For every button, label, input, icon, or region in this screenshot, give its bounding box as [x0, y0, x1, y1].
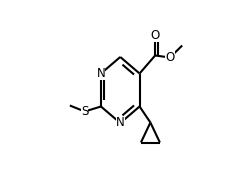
- Text: O: O: [166, 51, 175, 64]
- Text: N: N: [96, 67, 105, 80]
- Text: N: N: [116, 116, 125, 129]
- Text: S: S: [81, 105, 88, 118]
- Text: O: O: [150, 29, 160, 42]
